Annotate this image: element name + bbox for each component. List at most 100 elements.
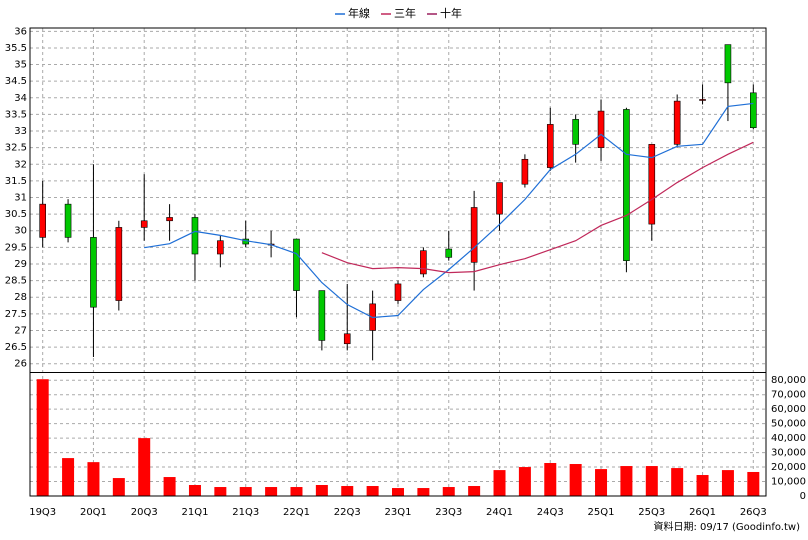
x-tick-label: 21Q1	[181, 507, 208, 518]
line-series	[321, 141, 754, 274]
candle-body	[597, 110, 605, 148]
x-tick-label: 24Q1	[486, 507, 513, 518]
y-tick-label: 29.5	[5, 242, 27, 253]
candle-body	[115, 227, 123, 301]
y-tick-label: 26.5	[5, 342, 27, 353]
candle-body	[343, 333, 351, 345]
x-tick-label: 25Q1	[588, 507, 615, 518]
volume-bar	[518, 467, 531, 496]
y-tick-label: 29	[14, 259, 27, 270]
volume-bar	[214, 487, 227, 496]
candle-body	[623, 109, 630, 261]
y-tick-label: 10,000	[771, 477, 806, 488]
y-tick-label: 26	[14, 359, 27, 370]
x-tick-label: 22Q3	[334, 507, 361, 518]
y-tick-label: 27.5	[5, 309, 27, 320]
y-tick-label: 20,000	[771, 462, 806, 473]
x-tick-label: 24Q3	[537, 507, 564, 518]
x-tick-label: 19Q3	[29, 507, 56, 518]
volume-bar	[569, 464, 582, 496]
candle-body	[521, 158, 529, 185]
y-tick-label: 30	[14, 226, 27, 237]
y-tick-label: 28	[14, 292, 27, 303]
volume-bar	[696, 475, 709, 496]
volume-bar	[290, 487, 303, 496]
y-tick-label: 0	[800, 491, 806, 502]
volume-bar	[188, 485, 201, 496]
volume-bar	[417, 488, 430, 496]
x-tick-label: 23Q1	[385, 507, 412, 518]
y-tick-label: 35.5	[5, 43, 27, 54]
source-note: 資料日期: 09/17 (Goodinfo.tw)	[653, 520, 800, 533]
volume-bar	[544, 463, 557, 496]
x-tick-label: 25Q3	[638, 507, 665, 518]
candle-body	[445, 248, 453, 258]
volume-bar	[442, 487, 455, 496]
volume-bar	[36, 379, 49, 496]
volume-bar	[620, 466, 633, 496]
x-tick-label: 21Q3	[232, 507, 259, 518]
volume-bar	[721, 470, 734, 496]
candle-body	[546, 124, 554, 168]
volume-bar	[87, 462, 100, 496]
y-tick-label: 33.5	[5, 109, 27, 120]
candle-body	[90, 237, 97, 308]
volume-bar	[595, 469, 608, 496]
candle-body	[39, 203, 46, 238]
legend-label: 三年	[394, 6, 416, 20]
candle-body	[470, 207, 478, 263]
candle-body	[394, 283, 402, 301]
y-tick-label: 31.5	[5, 176, 27, 187]
volume-bar	[62, 458, 75, 496]
volume-bar	[392, 488, 404, 496]
x-tick-label: 26Q1	[689, 507, 716, 518]
candle-body	[673, 100, 681, 145]
y-tick-label: 80,000	[771, 375, 806, 386]
x-tick-label: 20Q3	[131, 507, 158, 518]
y-tick-label: 30.5	[5, 209, 27, 220]
candle-body	[420, 250, 427, 275]
volume-bar	[671, 468, 684, 496]
volume-bar	[366, 486, 379, 496]
y-tick-label: 40,000	[771, 433, 806, 444]
candle-body	[724, 44, 732, 84]
y-tick-label: 33	[14, 126, 27, 137]
y-tick-label: 31	[14, 193, 27, 204]
candle-body	[750, 92, 757, 129]
y-tick-label: 34.5	[5, 76, 27, 87]
candle-body	[699, 99, 706, 101]
volume-bar	[163, 477, 176, 496]
volume-bar	[493, 470, 506, 496]
candle-body	[318, 290, 326, 341]
legend-label: 十年	[440, 6, 462, 20]
y-tick-label: 60,000	[771, 404, 806, 415]
y-tick-label: 32.5	[5, 143, 27, 154]
volume-bar	[315, 485, 328, 496]
candle-body	[140, 220, 148, 228]
x-tick-label: 20Q1	[80, 507, 107, 518]
y-tick-label: 30,000	[771, 448, 806, 459]
volume-bar	[138, 438, 151, 496]
x-tick-label: 26Q3	[740, 507, 767, 518]
legend-label: 年線	[348, 6, 370, 20]
y-tick-label: 28.5	[5, 276, 27, 287]
volume-bar	[645, 466, 658, 496]
candle-body	[496, 182, 503, 215]
y-tick-label: 35	[14, 60, 27, 71]
line-series	[144, 102, 754, 319]
candle-body	[64, 203, 72, 238]
y-tick-label: 70,000	[771, 390, 806, 401]
y-tick-label: 27	[14, 325, 27, 336]
y-tick-label: 34	[14, 93, 27, 104]
y-tick-label: 36	[14, 26, 27, 37]
volume-bar	[112, 478, 125, 496]
x-tick-label: 23Q3	[435, 507, 462, 518]
candle-body	[191, 217, 199, 255]
y-tick-label: 50,000	[771, 419, 806, 430]
candle-body	[572, 119, 579, 145]
y-tick-label: 32	[14, 159, 27, 170]
volume-bar	[468, 486, 481, 496]
volume-bar	[747, 471, 760, 496]
